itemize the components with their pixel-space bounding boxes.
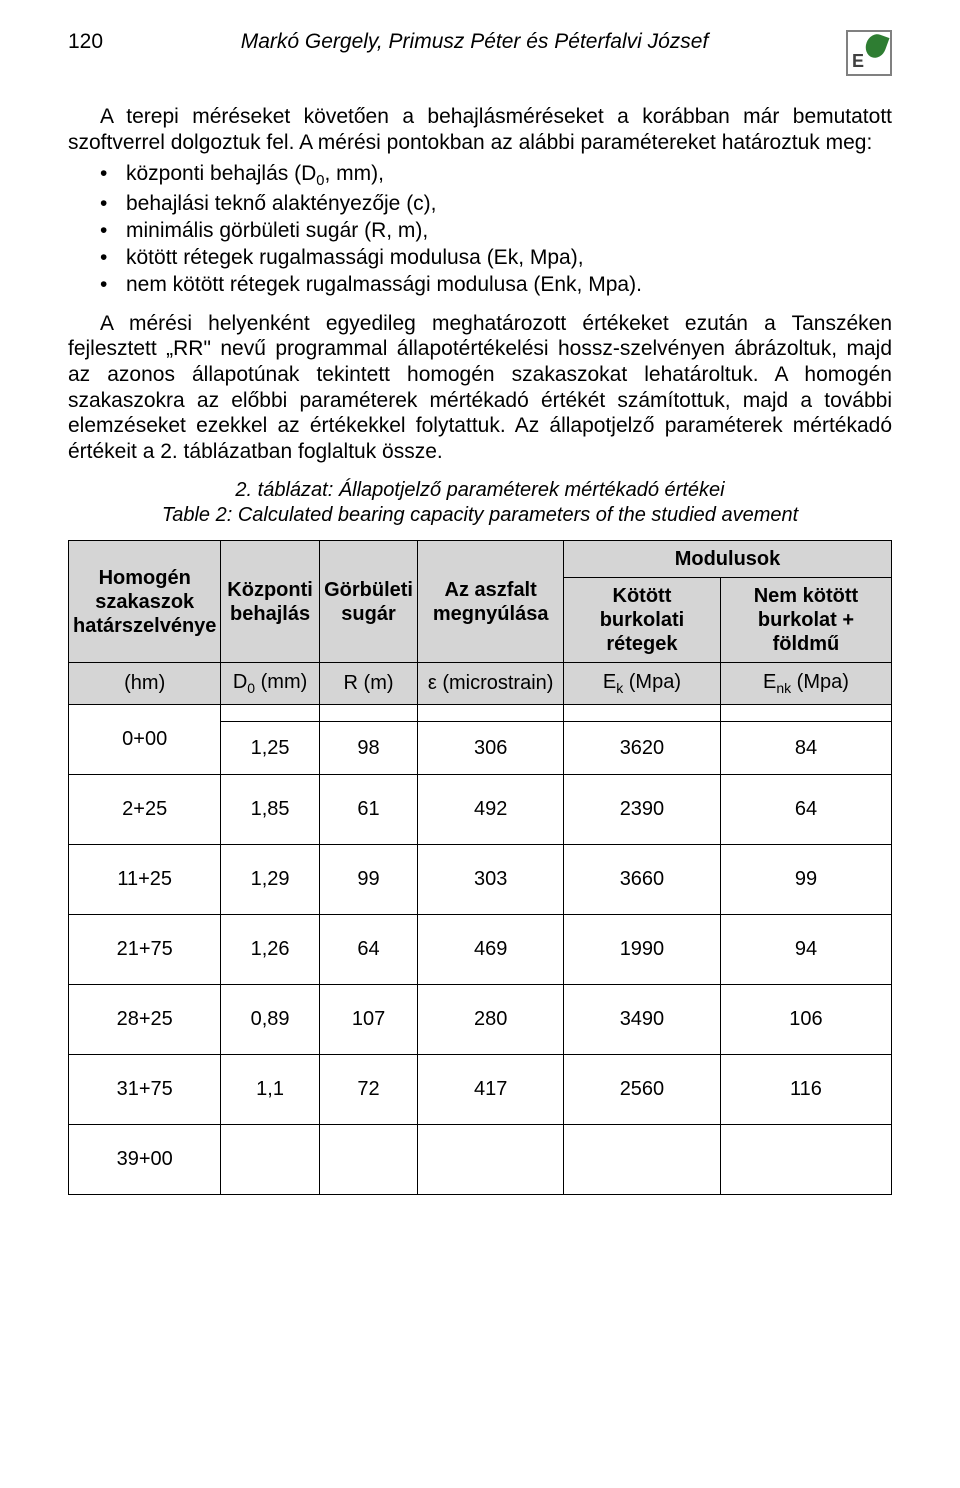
table-cell: 492 — [418, 775, 564, 845]
table-cell: 72 — [319, 1055, 418, 1125]
table-cell: 303 — [418, 845, 564, 915]
units-r: R (m) — [319, 663, 418, 705]
table-cell: 2560 — [563, 1055, 720, 1125]
units-eps: ε (microstrain) — [418, 663, 564, 705]
table-cell: 1,25 — [221, 722, 319, 775]
table-cell: 84 — [720, 722, 891, 775]
th-modulus: Modulusok — [563, 541, 891, 578]
segment-label: 28+25 — [69, 985, 221, 1055]
segment-label: 39+00 — [69, 1125, 221, 1195]
table-cell: 0,89 — [221, 985, 319, 1055]
th-segment: Homogén szakaszok határszelvénye — [69, 541, 221, 663]
list-item: központi behajlás (D0, mm), — [68, 161, 892, 191]
th-enk: Nem kötött burkolat + földmű — [720, 578, 891, 663]
table-cell — [563, 705, 720, 722]
table-cell — [221, 1125, 319, 1195]
table-cell: 1990 — [563, 915, 720, 985]
units-enk: Enk (Mpa) — [720, 663, 891, 705]
table-cell: 1,26 — [221, 915, 319, 985]
list-item: kötött rétegek rugalmassági modulusa (Ek… — [68, 245, 892, 272]
th-eps: Az aszfalt megnyúlása — [418, 541, 564, 663]
table-cell — [418, 705, 564, 722]
table-cell — [319, 1125, 418, 1195]
page-number: 120 — [68, 30, 103, 54]
table-cell: 2390 — [563, 775, 720, 845]
table-cell: 306 — [418, 722, 564, 775]
table-cell: 3660 — [563, 845, 720, 915]
table-cell — [563, 1125, 720, 1195]
table-cell: 3490 — [563, 985, 720, 1055]
table-cell: 3620 — [563, 722, 720, 775]
table-cell — [720, 1125, 891, 1195]
table-cell: 469 — [418, 915, 564, 985]
header-authors: Markó Gergely, Primusz Péter és Péterfal… — [123, 30, 826, 54]
table-cell: 98 — [319, 722, 418, 775]
publisher-logo-icon: E — [846, 30, 892, 76]
segment-label: 11+25 — [69, 845, 221, 915]
table-cell: 94 — [720, 915, 891, 985]
units-hm: (hm) — [69, 663, 221, 705]
running-header: 120 Markó Gergely, Primusz Péter és Péte… — [68, 30, 892, 76]
list-item: minimális görbületi sugár (R, m), — [68, 218, 892, 245]
intro-paragraph: A terepi méréseket követően a behajlásmé… — [68, 104, 892, 155]
table-cell — [720, 705, 891, 722]
table-cell: 106 — [720, 985, 891, 1055]
list-item: behajlási teknő alaktényezője (c), — [68, 191, 892, 218]
table-cell: 107 — [319, 985, 418, 1055]
table-cell: 280 — [418, 985, 564, 1055]
table-cell — [221, 705, 319, 722]
segment-label: 21+75 — [69, 915, 221, 985]
units-d0: D0 (mm) — [221, 663, 319, 705]
body-paragraph: A mérési helyenként egyedileg meghatároz… — [68, 311, 892, 465]
table-cell: 1,85 — [221, 775, 319, 845]
table-cell: 99 — [319, 845, 418, 915]
table-cell: 64 — [720, 775, 891, 845]
th-d0: Központi behajlás — [221, 541, 319, 663]
parameter-list: központi behajlás (D0, mm), behajlási te… — [68, 161, 892, 299]
table-cell — [418, 1125, 564, 1195]
table-cell: 116 — [720, 1055, 891, 1125]
th-ek: Kötött burkolati rétegek — [563, 578, 720, 663]
table-cell: 61 — [319, 775, 418, 845]
units-ek: Ek (Mpa) — [563, 663, 720, 705]
table-cell: 417 — [418, 1055, 564, 1125]
table-cell: 1,1 — [221, 1055, 319, 1125]
th-r: Görbületi sugár — [319, 541, 418, 663]
segment-label: 31+75 — [69, 1055, 221, 1125]
table-cell: 99 — [720, 845, 891, 915]
table-cell — [319, 705, 418, 722]
table-caption: 2. táblázat: Állapotjelző paraméterek mé… — [68, 478, 892, 528]
parameters-table: Homogén szakaszok határszelvénye Központ… — [68, 540, 892, 1195]
segment-label: 0+00 — [69, 705, 221, 775]
segment-label: 2+25 — [69, 775, 221, 845]
table-cell: 1,29 — [221, 845, 319, 915]
table-cell: 64 — [319, 915, 418, 985]
list-item: nem kötött rétegek rugalmassági modulusa… — [68, 272, 892, 299]
